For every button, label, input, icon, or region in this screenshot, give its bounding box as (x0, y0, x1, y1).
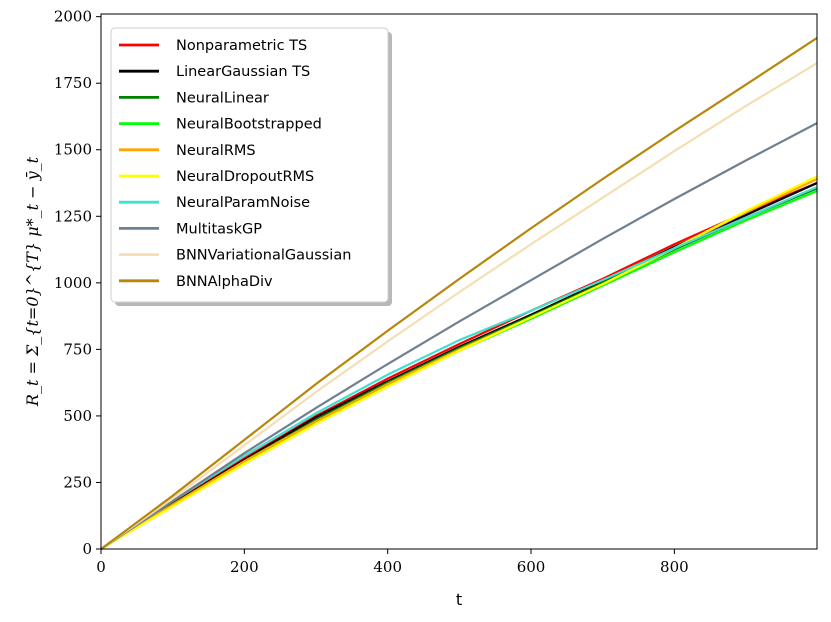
series-line-9 (100, 62, 818, 550)
y-tick-label-2: 500 (63, 407, 92, 425)
legend: Nonparametric TS LinearGaussian TS NeuralL… (110, 27, 392, 306)
y-tick-label-7: 1750 (54, 74, 92, 92)
series-line-1 (100, 182, 818, 550)
y-tick-label-6: 1500 (54, 141, 92, 159)
y-tick-label-4: 1000 (54, 274, 92, 292)
legend-label-1: Nonparametric TS (176, 38, 307, 54)
x-tick-label-4: 800 (660, 558, 689, 576)
legend-label-6: NeuralDropoutRMS (176, 169, 314, 185)
legend-label-10: BNNAlphaDiv (176, 274, 273, 290)
y-axis-label: R_t = Σ_{t=0}^{T} μ*_t − ȳ_t (23, 156, 42, 407)
series-line-6 (100, 175, 818, 550)
legend-label-2: LinearGaussian TS (176, 64, 310, 80)
x-tick-label-0: 0 (96, 558, 106, 576)
legend-label-9: BNNVariationalGaussian (176, 248, 351, 264)
plot-frame (100, 13, 818, 550)
y-tick-label-0: 0 (82, 540, 92, 558)
y-tick-label-1: 250 (63, 473, 92, 491)
y-tick-label-8: 2000 (54, 8, 92, 26)
series-line-7 (100, 185, 818, 550)
x-tick-label-1: 200 (230, 558, 259, 576)
legend-label-3: NeuralLinear (176, 90, 269, 106)
legend-label-7: NeuralParamNoise (176, 195, 310, 211)
legend-box (110, 27, 389, 303)
series-line-8 (100, 122, 818, 550)
y-axis-label-text: R_t = Σ_{t=0}^{T} μ*_t − ȳ_t (23, 156, 42, 407)
legend-label-8: MultitaskGP (176, 221, 262, 237)
x-axis-label: t (456, 590, 462, 609)
x-tick-label-2: 400 (373, 558, 402, 576)
legend-label-5: NeuralRMS (176, 143, 256, 159)
axes: 0 200 400 600 800 0 250 500 750 1000 1250 1500 1750 2… (54, 8, 689, 576)
legend-label-4: NeuralBootstrapped (176, 117, 322, 133)
series-lines (100, 37, 818, 550)
y-tick-label-5: 1250 (54, 207, 92, 225)
series-line-10 (100, 37, 818, 550)
x-tick-label-3: 600 (517, 558, 546, 576)
y-tick-label-3: 750 (63, 340, 92, 358)
